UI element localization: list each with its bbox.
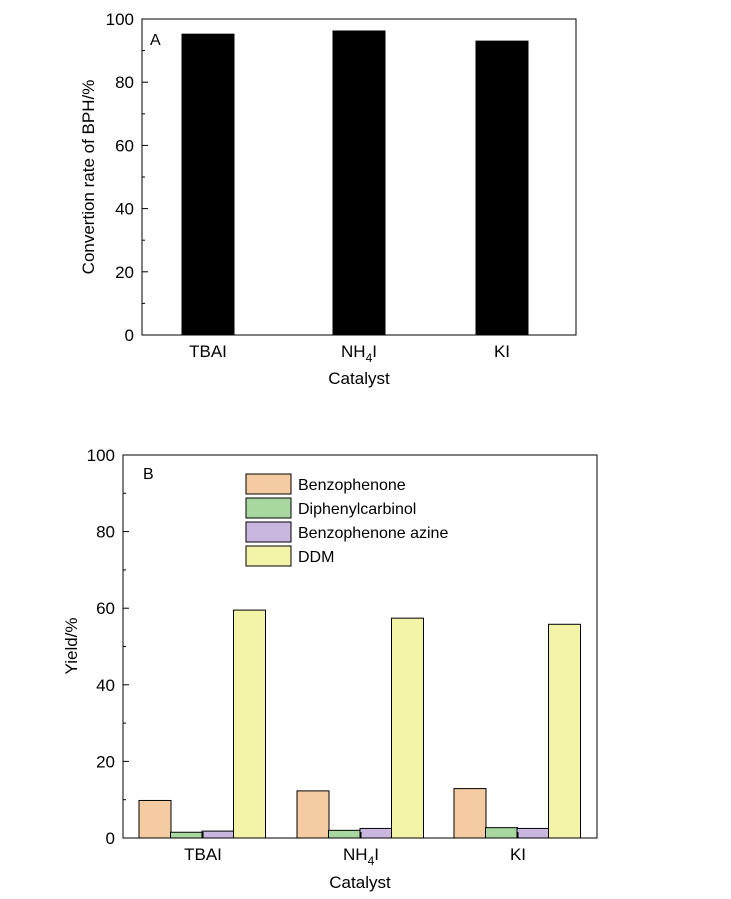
bar-tbai (181, 33, 235, 336)
legend-swatch-ddm (245, 545, 292, 567)
bar-benzophenone-nh4i (296, 790, 330, 839)
chart-b-panel-label: B (143, 466, 154, 483)
chart-b-y-axis-title: Yield/% (62, 617, 81, 674)
legend-label-diphenylcarbinol: Diphenylcarbinol (298, 501, 416, 518)
legend-swatch-benzophenone (245, 473, 292, 495)
chart-a-x-tick-label-ki: KI (494, 342, 510, 361)
chart-b-y-tick-label: 80 (96, 523, 115, 542)
legend-swatch-diphenylcarbinol (245, 497, 292, 519)
legend-swatch-benzophenone-azine (245, 521, 292, 543)
chart-b-x-axis-title: Catalyst (329, 873, 391, 892)
chart-b-y-axis: 0 20 40 60 80 100 (87, 446, 129, 848)
bar-benzophenone-azine-nh4i (359, 827, 393, 839)
bar-ki (475, 40, 529, 336)
bar-benzophenone-tbai (138, 799, 172, 839)
bar-ddm-tbai (233, 609, 266, 839)
chart-a-bars (181, 30, 529, 336)
chart-a-x-tick-label-tbai: TBAI (189, 342, 227, 361)
bar-diphenylcarbinol-tbai (170, 831, 203, 839)
chart-a-panel-label: A (150, 32, 161, 49)
chart-a-y-axis-title: Convertion rate of BPH/% (79, 80, 98, 275)
chart-a-y-tick-label: 60 (115, 136, 134, 155)
chart-a-y-tick-label: 80 (115, 73, 134, 92)
chart-b-y-tick-label: 20 (96, 752, 115, 771)
legend-label-ddm: DDM (298, 549, 334, 566)
chart-b-y-tick-label: 60 (96, 599, 115, 618)
bar-diphenylcarbinol-ki (485, 827, 518, 839)
chart-b-legend: Benzophenone Diphenylcarbinol Benzophenone… (245, 473, 448, 567)
chart-a: 0 20 40 60 80 100 TBAI NH4I KI A Catalyst Conve… (79, 10, 577, 388)
chart-b-y-tick-label: 40 (96, 676, 115, 695)
chart-b-x-axis: TBAI NH4I KI (184, 832, 526, 868)
bar-ddm-ki (548, 623, 581, 839)
chart-a-y-tick-label: 0 (125, 326, 134, 345)
bar-nh4i (332, 30, 386, 336)
chart-a-y-axis: 0 20 40 60 80 100 (106, 10, 148, 345)
bar-ddm-nh4i (391, 617, 424, 839)
bar-benzophenone-azine-ki (516, 827, 550, 839)
legend-label-benzophenone: Benzophenone (298, 477, 406, 494)
chart-a-y-tick-label: 20 (115, 263, 134, 282)
legend-label-benzophenone-azine: Benzophenone azine (298, 525, 448, 542)
chart-a-x-axis: TBAI NH4I KI (189, 329, 510, 365)
bar-benzophenone-ki (453, 788, 487, 839)
chart-b: 0 20 40 60 80 100 TBAI NH4I KI B Catalyst Yield… (62, 446, 598, 892)
chart-a-y-tick-label: 100 (106, 10, 134, 29)
chart-b-x-tick-label-tbai: TBAI (184, 845, 222, 864)
chart-a-y-tick-label: 40 (115, 200, 134, 219)
chart-b-y-tick-label: 0 (106, 829, 115, 848)
bar-diphenylcarbinol-nh4i (328, 829, 361, 839)
chart-b-bars (138, 609, 581, 839)
chart-b-x-tick-label-ki: KI (510, 845, 526, 864)
chart-b-x-tick-label-nh4i: NH4I (343, 845, 379, 868)
chart-a-x-tick-label-nh4i: NH4I (341, 342, 377, 365)
chart-b-y-tick-label: 100 (87, 446, 115, 465)
bar-benzophenone-azine-tbai (201, 830, 235, 839)
chart-a-x-axis-title: Catalyst (328, 369, 390, 388)
